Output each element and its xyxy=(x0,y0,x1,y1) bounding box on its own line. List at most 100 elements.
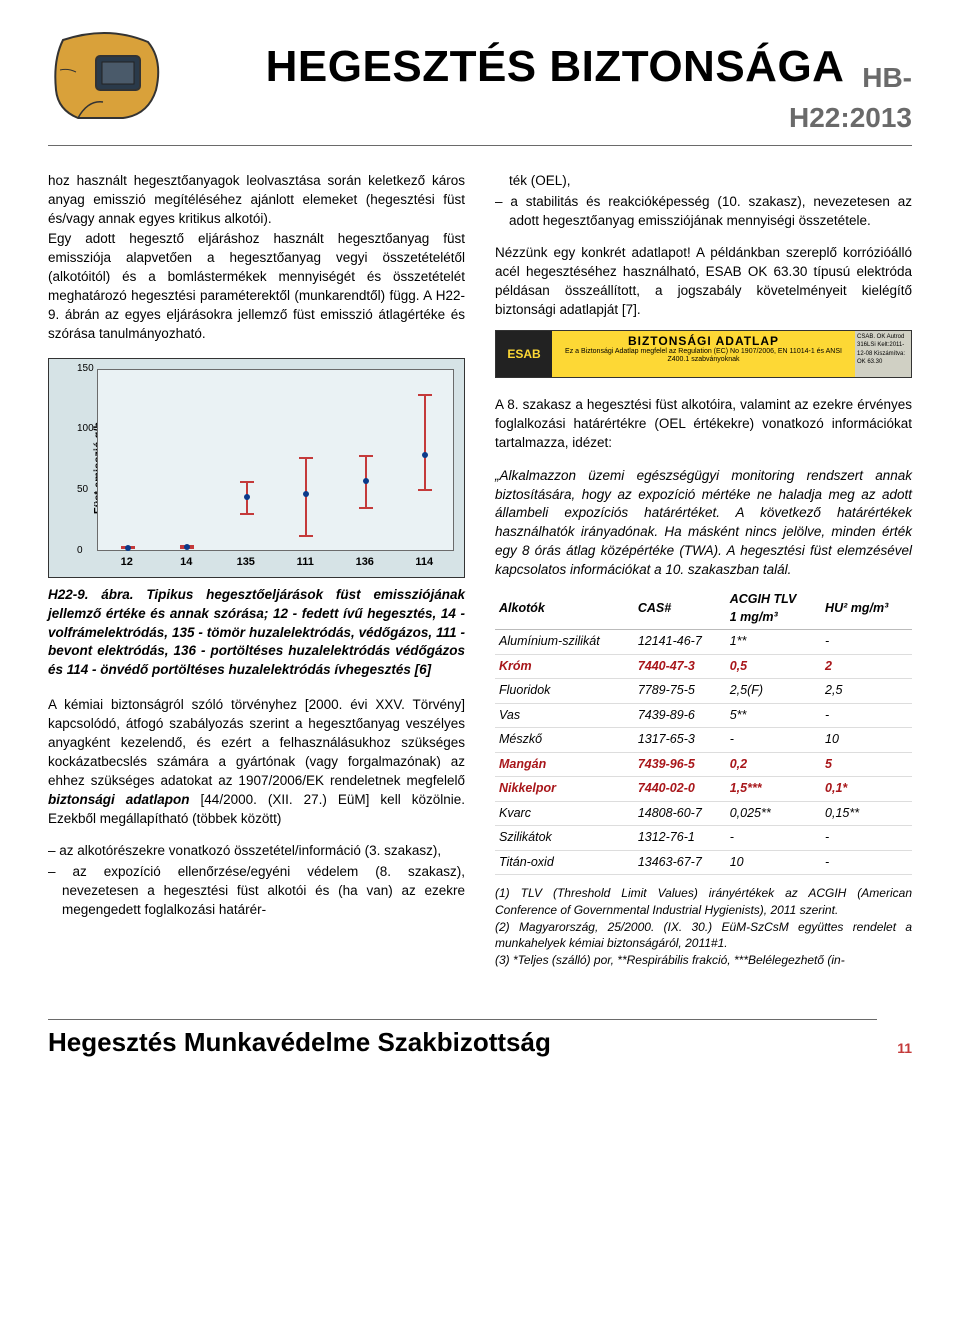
table-cell: 0,025** xyxy=(726,801,821,826)
table-cell: 7440-02-0 xyxy=(634,777,726,802)
table-cell: 12141-46-7 xyxy=(634,630,726,655)
chart-point xyxy=(422,452,428,458)
chart-x-tick: 136 xyxy=(356,555,374,570)
chart-y-tick: 50 xyxy=(77,483,88,497)
table-cell: Mangán xyxy=(495,752,634,777)
table-header: Alkotók xyxy=(495,588,634,630)
table-header: CAS# xyxy=(634,588,726,630)
table-cell: 2,5 xyxy=(821,679,912,704)
table-cell: 5 xyxy=(821,752,912,777)
chart-x-tick: 12 xyxy=(121,555,133,570)
table-cell: 0,2 xyxy=(726,752,821,777)
chart-x-tick: 135 xyxy=(237,555,255,570)
table-cell: Kvarc xyxy=(495,801,634,826)
quote-text: „Alkalmazzon üzemi egészségügyi monitori… xyxy=(495,467,912,580)
table-cell: 0,5 xyxy=(726,654,821,679)
sds-title: BIZTONSÁGI ADATLAP xyxy=(560,335,847,348)
table-cell: - xyxy=(821,826,912,851)
table-row: Alumínium-szilikát12141-46-71**- xyxy=(495,630,912,655)
list-item: – a stabilitás és reakcióképesség (10. s… xyxy=(495,193,912,231)
list-item: – az expozíció ellenőrzése/egyéni védele… xyxy=(48,863,465,920)
table-header: HU² mg/m³ xyxy=(821,588,912,630)
components-table: AlkotókCAS#ACGIH TLV1 mg/m³HU² mg/m³ Alu… xyxy=(495,588,912,875)
table-row: Fluoridok7789-75-52,5(F)2,5 xyxy=(495,679,912,704)
body-text: Nézzünk egy konkrét adatlapot! A példánk… xyxy=(495,244,912,320)
page-header: HEGESZTÉS BIZTONSÁGA HB-H22:2013 xyxy=(48,30,912,146)
table-cell: 10 xyxy=(821,728,912,753)
emission-chart: Füst emisszió g/h 0501001501214135111136… xyxy=(48,358,465,578)
table-cell: - xyxy=(726,728,821,753)
table-row: Mangán7439-96-50,25 xyxy=(495,752,912,777)
footnote: (1) TLV (Threshold Limit Values) irányér… xyxy=(495,885,912,919)
figure-caption: H22-9. ábra. Tipikus hegesztőeljárások f… xyxy=(48,586,465,680)
chart-y-tick: 100 xyxy=(77,422,94,436)
table-cell: Szilikátok xyxy=(495,826,634,851)
footnote: (3) *Teljes (szálló) por, **Respirábilis… xyxy=(495,952,912,969)
sds-meta: CSAB. OK Autrod 316LSi Kelt:2011-12-08 K… xyxy=(855,331,911,377)
chart-point xyxy=(184,544,190,550)
body-text: hoz használt hegesztőanyagok leolvasztás… xyxy=(48,172,465,229)
table-cell: Vas xyxy=(495,703,634,728)
chart-point xyxy=(244,494,250,500)
table-cell: Titán-oxid xyxy=(495,850,634,875)
table-row: Kvarc14808-60-70,025**0,15** xyxy=(495,801,912,826)
table-cell: Nikkelpor xyxy=(495,777,634,802)
table-cell: 7789-75-5 xyxy=(634,679,726,704)
table-cell: - xyxy=(821,630,912,655)
page-title: HEGESZTÉS BIZTONSÁGA xyxy=(266,42,845,91)
sds-banner: ESAB BIZTONSÁGI ADATLAP Ez a Biztonsági … xyxy=(495,330,912,378)
table-cell: 1** xyxy=(726,630,821,655)
table-cell: Króm xyxy=(495,654,634,679)
table-row: Vas7439-89-65**- xyxy=(495,703,912,728)
page-number: 11 xyxy=(877,1039,912,1061)
table-cell: 1317-65-3 xyxy=(634,728,726,753)
left-column: hoz használt hegesztőanyagok leolvasztás… xyxy=(48,172,465,969)
sds-subtitle: Ez a Biztonsági Adatlap megfelel az Regu… xyxy=(560,348,847,363)
chart-x-tick: 114 xyxy=(415,555,433,570)
chart-point xyxy=(303,491,309,497)
table-row: Nikkelpor7440-02-01,5***0,1* xyxy=(495,777,912,802)
table-footnotes: (1) TLV (Threshold Limit Values) irányér… xyxy=(495,885,912,969)
table-cell: 1,5*** xyxy=(726,777,821,802)
table-header: ACGIH TLV1 mg/m³ xyxy=(726,588,821,630)
table-cell: 2,5(F) xyxy=(726,679,821,704)
body-text: A kémiai biztonságról szóló törvényhez [… xyxy=(48,696,465,828)
chart-point xyxy=(125,545,131,551)
table-row: Szilikátok1312-76-1-- xyxy=(495,826,912,851)
table-cell: 2 xyxy=(821,654,912,679)
table-cell: 7439-89-6 xyxy=(634,703,726,728)
table-cell: 7440-47-3 xyxy=(634,654,726,679)
table-row: Titán-oxid13463-67-710- xyxy=(495,850,912,875)
table-cell: 0,1* xyxy=(821,777,912,802)
table-cell: 0,15** xyxy=(821,801,912,826)
chart-x-tick: 14 xyxy=(180,555,192,570)
sds-brand: ESAB xyxy=(496,331,552,377)
body-text: ték (OEL), xyxy=(495,172,912,191)
table-cell: 7439-96-5 xyxy=(634,752,726,777)
table-cell: - xyxy=(821,703,912,728)
table-cell: 10 xyxy=(726,850,821,875)
table-cell: Alumínium-szilikát xyxy=(495,630,634,655)
right-column: ték (OEL), – a stabilitás és reakcióképe… xyxy=(495,172,912,969)
table-cell: Fluoridok xyxy=(495,679,634,704)
chart-whisker xyxy=(424,394,426,491)
emphasis: biztonsági adatlapon xyxy=(48,792,190,807)
table-cell: - xyxy=(726,826,821,851)
body-text: Egy adott hegesztő eljáráshoz használt h… xyxy=(48,230,465,343)
chart-whisker xyxy=(305,457,307,537)
chart-x-tick: 111 xyxy=(297,555,314,570)
table-cell: Mészkő xyxy=(495,728,634,753)
table-row: Mészkő1317-65-3-10 xyxy=(495,728,912,753)
table-cell: 5** xyxy=(726,703,821,728)
footnote: (2) Magyarország, 25/2000. (IX. 30.) EüM… xyxy=(495,919,912,953)
chart-point xyxy=(363,478,369,484)
chart-y-tick: 0 xyxy=(77,544,83,558)
body-text-part: A kémiai biztonságról szóló törvényhez [… xyxy=(48,697,465,788)
table-row: Króm7440-47-30,52 xyxy=(495,654,912,679)
table-cell: 13463-67-7 xyxy=(634,850,726,875)
table-cell: 1312-76-1 xyxy=(634,826,726,851)
list-item: – az alkotórészekre vonatkozó összetétel… xyxy=(48,842,465,861)
chart-y-tick: 150 xyxy=(77,362,94,376)
body-text: A 8. szakasz a hegesztési füst alkotóira… xyxy=(495,396,912,453)
table-cell: 14808-60-7 xyxy=(634,801,726,826)
